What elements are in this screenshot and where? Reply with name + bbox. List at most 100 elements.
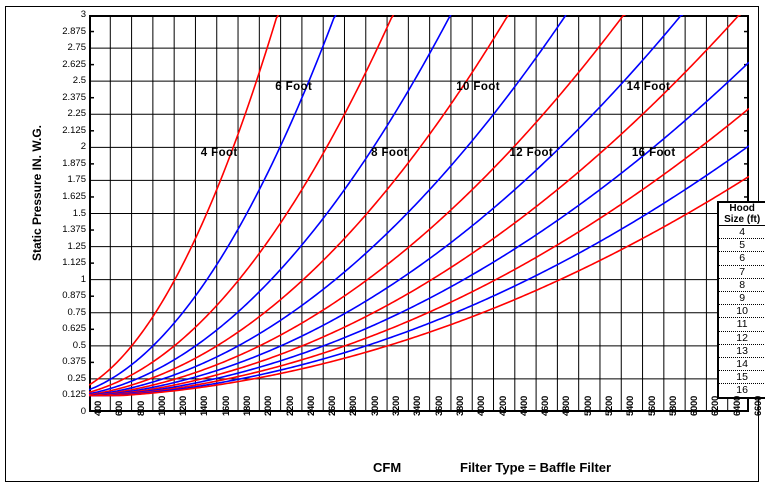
x-tick-label: 2000 <box>263 396 275 416</box>
y-tick-label: 2 <box>80 141 86 153</box>
x-tick-label: 2400 <box>305 396 317 416</box>
table-header-row: Hood Size (ft) Riser Area (sqin) <box>717 201 765 226</box>
x-tick-label: 6600 <box>753 396 764 416</box>
y-tick-label: 1.875 <box>62 157 86 169</box>
curve-9ft <box>89 15 567 397</box>
curve-13ft <box>89 61 749 397</box>
y-tick-label: 2.875 <box>62 25 86 37</box>
x-tick-label: 1000 <box>156 396 168 416</box>
x-tick-label: 800 <box>135 401 147 416</box>
x-tick-label: 1400 <box>199 396 211 416</box>
curve-label-10ft: 10 Foot <box>456 80 500 93</box>
col-header-hood-line2: Size (ft) <box>724 214 761 225</box>
plot-wrapper: 4 Foot 6 Foot 8 Foot 10 Foot 12 Foot 14 Foot 1… <box>89 15 765 412</box>
cell-hood-size: 12 <box>718 331 765 345</box>
table-row: 580 <box>718 238 765 253</box>
curve-label-14ft: 14 Foot <box>626 80 671 93</box>
y-axis-tick-labels: 0 0.125 0.25 0.375 0.5 0.625 0.75 0.875 1 1.125 1.… <box>0 0 87 417</box>
cell-hood-size: 10 <box>718 304 765 319</box>
y-tick-label: 0.25 <box>67 372 87 384</box>
curve-6ft <box>89 15 395 394</box>
x-tick-label: 6400 <box>731 396 743 416</box>
curve-16ft <box>89 175 749 397</box>
cell-hood-size: 14 <box>718 357 765 372</box>
x-tick-label: 400 <box>93 401 104 416</box>
cell-hood-size: 9 <box>718 291 765 306</box>
x-tick-label: 6000 <box>689 396 701 416</box>
col-header-hood-size: Hood Size (ft) <box>717 201 765 226</box>
x-tick-label: 3200 <box>391 396 403 416</box>
y-tick-label: 1.75 <box>67 174 87 186</box>
x-tick-label: 3600 <box>433 396 445 416</box>
curve-12ft <box>89 15 741 397</box>
y-tick-label: 1.5 <box>72 207 86 219</box>
table-row: 11176 <box>718 317 765 332</box>
curve-label-4ft: 4 Foot <box>200 146 238 159</box>
table-head: Hood Size (ft) Riser Area (sqin) <box>717 201 765 226</box>
curve-lines <box>89 15 749 397</box>
curve-label-16ft: 16 Foot <box>631 146 676 159</box>
y-tick-label: 0.625 <box>62 323 86 335</box>
x-tick-label: 3400 <box>412 396 424 416</box>
y-tick-label: 0 <box>80 406 86 417</box>
filter-type-note: Filter Type = Baffle Filter <box>460 460 612 475</box>
curve-label-6ft: 6 Foot <box>275 80 313 93</box>
curve-11ft <box>89 15 684 397</box>
curve-label-8ft: 8 Foot <box>371 146 408 159</box>
x-tick-label: 5000 <box>582 396 594 416</box>
y-tick-label: 2.625 <box>62 58 86 70</box>
table-row: 9144 <box>718 291 765 306</box>
col-header-hood-line1: Hood <box>729 203 755 214</box>
curve-4ft <box>89 15 280 386</box>
x-tick-label: 3800 <box>454 396 466 416</box>
x-axis-title: CFM <box>373 460 402 475</box>
y-tick-label: 1.125 <box>62 257 86 269</box>
y-tick-label: 1.25 <box>67 240 87 252</box>
y-tick-label: 1 <box>80 273 86 285</box>
x-tick-label: 5400 <box>625 396 637 416</box>
y-tick-label: 2.75 <box>67 42 87 54</box>
table-body: 4645806967112812891441016011176121921320… <box>718 225 765 398</box>
x-tick-label: 4000 <box>476 396 488 416</box>
x-tick-label: 4200 <box>497 396 509 416</box>
table-row: 15240 <box>718 370 765 385</box>
x-tick-label: 5800 <box>667 396 679 416</box>
x-tick-label: 2200 <box>284 396 296 416</box>
x-tick-label: 1600 <box>220 396 232 416</box>
y-tick-label: 0.875 <box>62 290 86 302</box>
x-tick-label: 1800 <box>242 396 254 416</box>
curve-label-12ft: 12 Foot <box>509 146 554 159</box>
x-tick-label: 4400 <box>518 396 530 416</box>
y-tick-label: 1.375 <box>62 224 86 236</box>
curve-15ft <box>89 145 749 397</box>
cell-hood-size: 13 <box>718 344 765 359</box>
table-row: 14224 <box>718 357 765 372</box>
curve-5ft <box>89 15 337 391</box>
curve-10ft <box>89 15 626 397</box>
table-row: 464 <box>718 225 765 240</box>
x-axis-tick-labels: 400 600 800 1000 1200 1400 1600 1800 2000 2200 240… <box>89 396 764 460</box>
table-row: 12192 <box>718 331 765 345</box>
x-tick-label: 3000 <box>369 396 381 416</box>
cell-hood-size: 7 <box>718 265 765 279</box>
y-tick-label: 0.5 <box>72 339 86 351</box>
curve-14ft <box>89 107 749 397</box>
y-tick-label: 3 <box>80 9 86 20</box>
y-tick-label: 0.75 <box>67 306 87 318</box>
cell-hood-size: 11 <box>718 317 765 332</box>
table-row: 7112 <box>718 265 765 279</box>
x-tick-label: 2600 <box>327 396 339 416</box>
y-tick-label: 1.625 <box>62 190 86 202</box>
cell-hood-size: 4 <box>718 225 765 240</box>
chart-footer: CFM Filter Type = Baffle Filter <box>5 458 759 482</box>
cell-hood-size: 5 <box>718 238 765 253</box>
x-tick-label: 1200 <box>178 396 190 416</box>
cell-hood-size: 15 <box>718 370 765 385</box>
x-tick-label: 4800 <box>561 396 573 416</box>
x-tick-label: 5600 <box>646 396 658 416</box>
cell-hood-size: 8 <box>718 278 765 293</box>
x-tick-label: 4600 <box>540 396 552 416</box>
table-row: 10160 <box>718 304 765 319</box>
hood-riser-table: Hood Size (ft) Riser Area (sqin) 4645806… <box>717 201 765 399</box>
